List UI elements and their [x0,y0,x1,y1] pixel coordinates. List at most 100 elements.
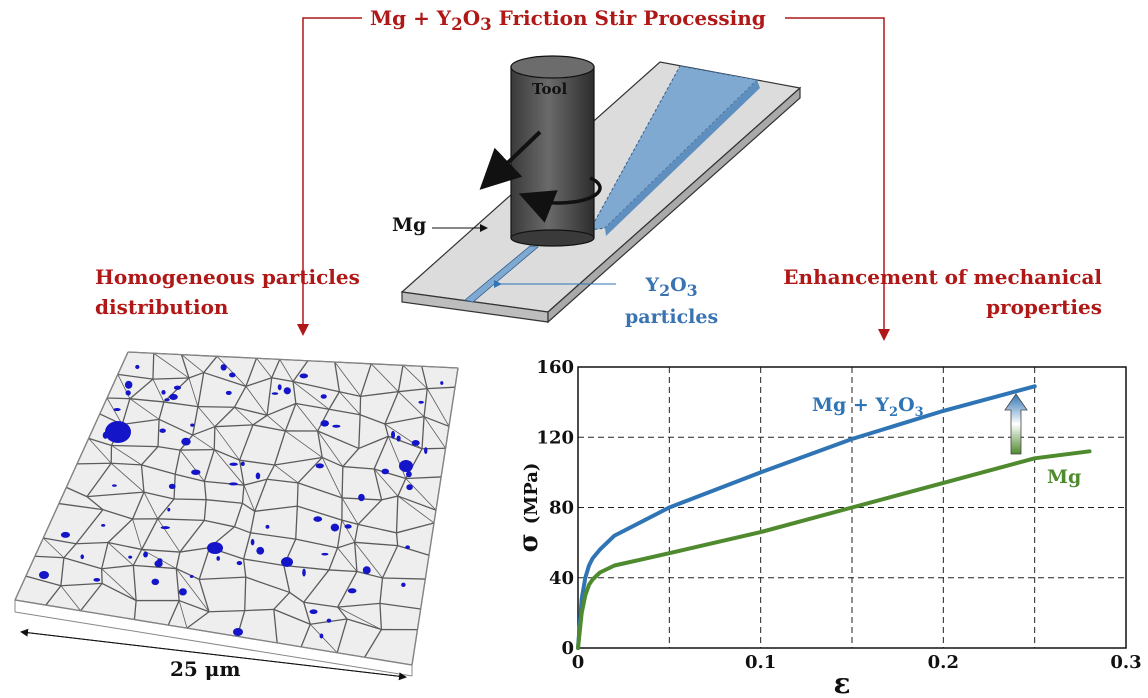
grain-boundary [175,473,205,482]
y2o3-particle [151,578,160,585]
travel-direction-arrow [479,130,542,190]
grain-boundary [111,444,159,448]
grain-boundary [337,606,348,620]
grain-boundary [353,524,359,543]
grain-boundary [337,547,358,572]
grain-boundary [163,401,199,408]
y2o3-particle [326,618,332,623]
grain-boundary [180,354,190,379]
grain-boundary [158,418,193,436]
grain-boundary [239,459,275,466]
grain-boundary [242,532,252,560]
grain-boundary [317,408,330,432]
grain-boundary [303,601,338,608]
grain-boundary [63,557,102,570]
grain-boundary [179,547,210,553]
y2o3-particle [411,439,420,446]
grain-boundary [266,414,286,432]
grain-boundary [341,497,359,525]
y2o3-particle [225,390,232,395]
grain-boundary [88,438,112,464]
grain-boundary [102,509,133,520]
particle-groove [464,245,539,303]
grain-boundary [341,466,344,498]
y2o3-particle [220,364,227,371]
grain-boundary [252,424,286,432]
grain-boundary [234,526,251,534]
grain-boundary [143,491,159,519]
y2o3-particle [320,394,327,399]
grain-boundary [328,408,361,416]
grain-boundary [233,503,244,528]
grain-boundary [397,544,430,556]
grain-boundary [213,449,245,486]
grain-boundary [328,391,340,410]
grain-boundary [423,388,428,417]
grain-boundary [129,378,154,400]
grain-boundary [266,377,273,416]
grain-boundary [292,381,297,404]
grain-boundary [321,457,343,499]
y2o3-particle [93,577,101,582]
grain-boundary [364,629,382,658]
y2o3-particle [302,568,306,577]
grain-boundary [266,464,276,480]
grain-boundary [283,564,330,571]
grain-boundary [388,435,423,450]
grain-boundary [141,446,159,466]
grain-boundary [339,391,361,416]
grain-boundary [341,519,359,526]
y2o3-particle [178,588,187,596]
grain-boundary [75,509,104,545]
y2o3-particle [406,484,413,491]
grain-boundary [88,437,112,447]
y-tick-label: 40 [549,568,574,589]
grain-boundary [157,518,205,522]
grain-boundary [203,481,207,500]
y2o3-particle [125,390,131,396]
grain-boundary [334,361,341,392]
grain-boundary [141,518,159,550]
series-label-mg: Mg [1047,466,1081,488]
grain-boundary [158,401,165,420]
grain-boundary [234,406,268,416]
y2o3-particle [112,484,117,487]
y2o3-particle [124,380,133,389]
connector-left [297,17,362,336]
left-caption-line1: Homogeneous particles [95,265,360,289]
y-tick-label: 80 [549,498,574,519]
grain-boundary [370,363,399,392]
y2o3-particle [207,542,223,554]
grain-boundary [271,359,281,378]
left-caption-line2: distribution [95,295,229,319]
y2o3-particle [143,551,148,558]
y2o3-particle [332,424,341,428]
x-tick-label: 0.3 [1110,652,1141,673]
grain-boundary [303,569,330,603]
grain-boundary [175,568,180,601]
grain-boundary [204,519,235,528]
grain-boundary [141,464,176,475]
y2o3-particle [319,633,324,639]
right-caption-line2: properties [986,295,1102,319]
grain-boundary [216,356,247,387]
grain-boundary [199,576,246,581]
grain-boundary [292,360,309,382]
grain-boundary [405,478,437,511]
grain-boundary [317,430,323,458]
grain-boundary [245,377,272,388]
grain-boundary [132,549,143,566]
grain-boundary [101,542,109,569]
grain-boundary [111,462,142,466]
grain-boundary [238,424,254,461]
grain-boundary [192,434,215,450]
grain-boundary [186,611,210,629]
grain-boundary [381,545,399,579]
grain-boundary [337,541,355,549]
grain-boundary [188,377,199,407]
grain-boundary [101,568,137,601]
enhancement-arrow-icon [1004,393,1028,455]
y2o3-particle [169,393,178,400]
y2o3-particle [396,435,401,442]
left-caption: Homogeneous particles distribution [95,262,360,322]
